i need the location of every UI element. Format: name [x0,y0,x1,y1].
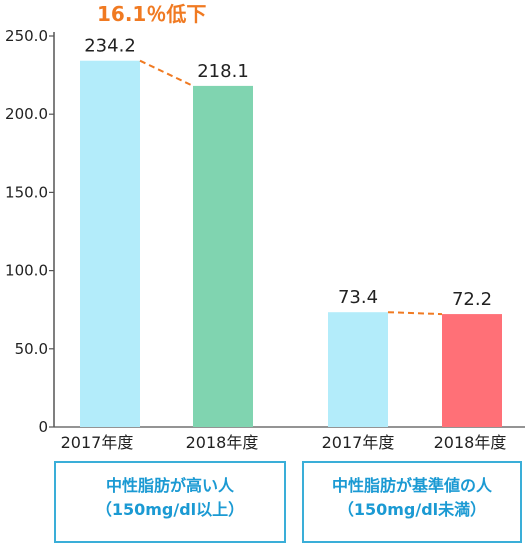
x-tick-label: 2017年度 [322,433,395,452]
data-labels: 234.2 218.1 73.4 72.2 [84,36,492,310]
group-label-high-tg: 中性脂肪が高い人 （150mg/dl以上） [54,461,286,543]
bar [193,85,253,427]
x-axis-labels: 2017年度 2018年度 2017年度 2018年度 [61,433,507,452]
group-label-high-tg-line2: （150mg/dl以上） [95,500,245,519]
group-label-normal-tg: 中性脂肪が基準値の人 （150mg/dl未満） [302,461,522,543]
data-label: 72.2 [452,289,492,310]
y-tick-label: 150.0 [5,183,48,201]
y-tick-label: 100.0 [5,262,48,280]
y-tick-label: 50.0 [15,340,48,358]
data-label: 234.2 [84,36,136,57]
y-tick-label: 200.0 [5,105,48,123]
group-label-normal-tg-line1: 中性脂肪が基準値の人 [331,476,492,495]
group-label-normal-tg-line2: （150mg/dl未満） [337,500,487,519]
bars [80,59,502,427]
change-connector [387,311,443,316]
decrease-annotation: 16.1％低下 [97,2,206,26]
x-tick-label: 2017年度 [61,433,134,452]
x-tick-label: 2018年度 [186,433,259,452]
bar [80,60,140,427]
bar [328,312,388,427]
group-label-high-tg-line1: 中性脂肪が高い人 [105,476,234,495]
y-tick-label: 0 [38,418,48,436]
bar [442,314,502,427]
data-label: 73.4 [338,287,378,308]
data-label: 218.1 [197,61,249,82]
y-tick-label: 250.0 [5,27,48,45]
x-tick-label: 2018年度 [434,433,507,452]
change-connector [139,59,194,87]
